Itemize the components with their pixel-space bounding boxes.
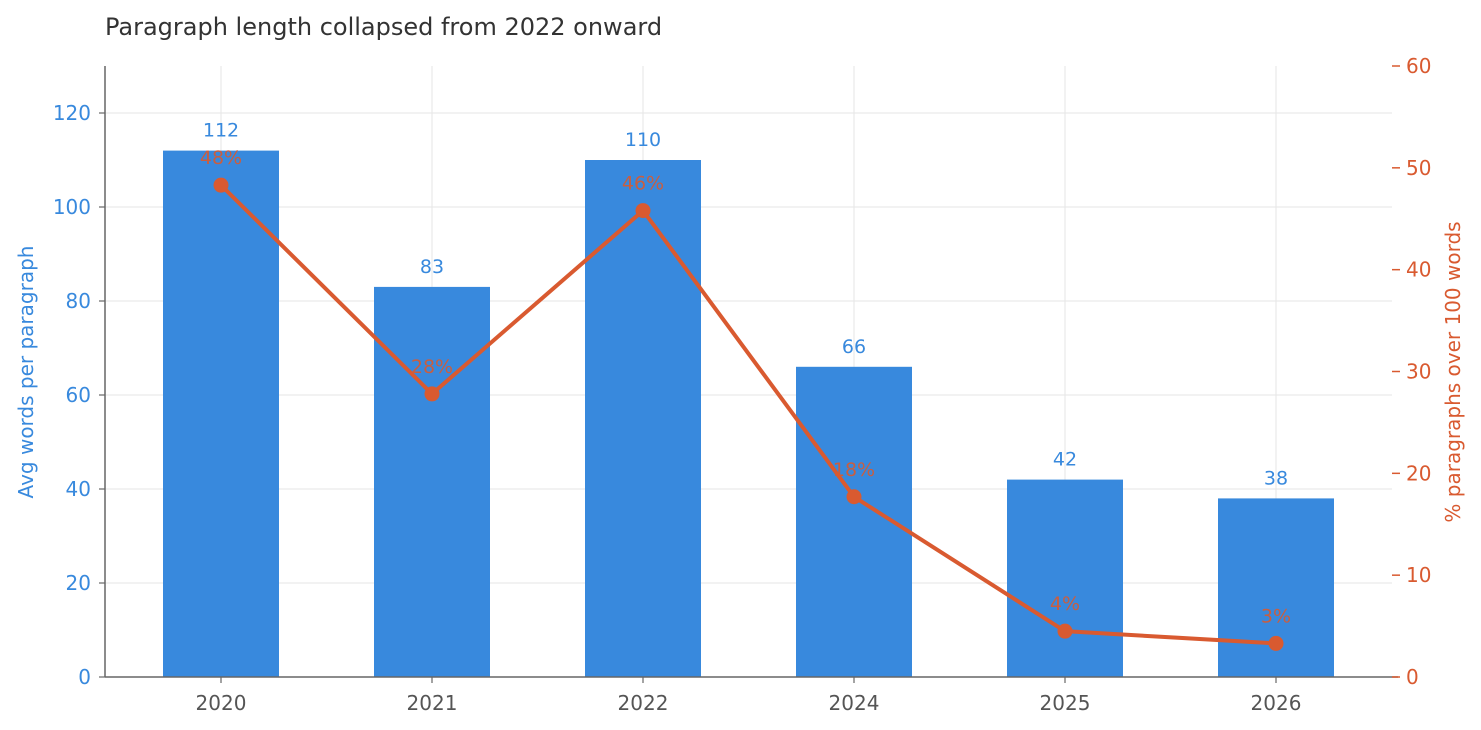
y-left-tick-label: 120: [53, 101, 91, 125]
x-tick-label: 2020: [196, 691, 247, 715]
y-axis-left-label: Avg words per paragraph: [14, 246, 38, 499]
chart-title: Paragraph length collapsed from 2022 onw…: [105, 13, 662, 41]
bar-value-label: 110: [625, 129, 661, 151]
y-axis-right-label: % paragraphs over 100 words: [1441, 221, 1465, 522]
y-right-tick-label: 30: [1406, 360, 1431, 384]
bar-2022: [585, 160, 701, 677]
y-left-tick-label: 80: [66, 289, 91, 313]
y-left-tick-label: 60: [66, 383, 91, 407]
y-left-tick-label: 20: [66, 571, 91, 595]
x-tick-label: 2021: [407, 691, 458, 715]
data-labels: 112 83 110 66 42 38 48% 28% 46% 18% 4% 3%: [200, 120, 1291, 628]
line-series: [213, 177, 1284, 651]
x-tick-label: 2025: [1040, 691, 1091, 715]
y-right-tick-label: 10: [1406, 563, 1431, 587]
line-point-2024: [846, 489, 862, 505]
bars: [163, 150, 1334, 678]
line-value-label: 18%: [833, 459, 875, 481]
line-value-label: 46%: [622, 173, 664, 195]
line-point-2021: [424, 386, 440, 402]
bar-value-label: 42: [1053, 449, 1077, 471]
line-point-2025: [1057, 623, 1073, 639]
x-tick-label: 2026: [1251, 691, 1302, 715]
bar-value-label: 112: [203, 120, 239, 142]
y-right-tick-label: 40: [1406, 258, 1431, 282]
bar-value-label: 66: [842, 336, 866, 358]
x-tick-label: 2022: [618, 691, 669, 715]
bar-value-label: 83: [420, 256, 444, 278]
line-percent-over-100: [219, 183, 1277, 646]
line-value-label: 28%: [411, 356, 453, 378]
axes: 0 20 40 60 80 100 120 0 10 20 30 40 50 60 2020 2021 2022…: [53, 54, 1432, 715]
x-tick-label: 2024: [829, 691, 880, 715]
line-point-2020: [213, 177, 229, 193]
y-left-tick-label: 40: [66, 477, 91, 501]
line-point-2022: [635, 203, 651, 219]
y-left-tick-label: 0: [78, 665, 91, 689]
line-value-label: 3%: [1261, 605, 1291, 627]
y-right-tick-label: 20: [1406, 461, 1431, 485]
y-right-tick-label: 60: [1406, 54, 1431, 78]
grid: [105, 66, 1392, 678]
bar-2025: [1007, 479, 1123, 677]
line-value-label: 4%: [1050, 593, 1080, 615]
y-left-tick-label: 100: [53, 195, 91, 219]
bar-2020: [163, 150, 279, 678]
y-right-tick-label: 50: [1406, 156, 1431, 180]
line-value-label: 48%: [200, 147, 242, 169]
bar-value-label: 38: [1264, 467, 1288, 489]
y-right-tick-label: 0: [1406, 665, 1419, 689]
line-point-2026: [1268, 635, 1284, 651]
bar-2021: [374, 286, 490, 677]
